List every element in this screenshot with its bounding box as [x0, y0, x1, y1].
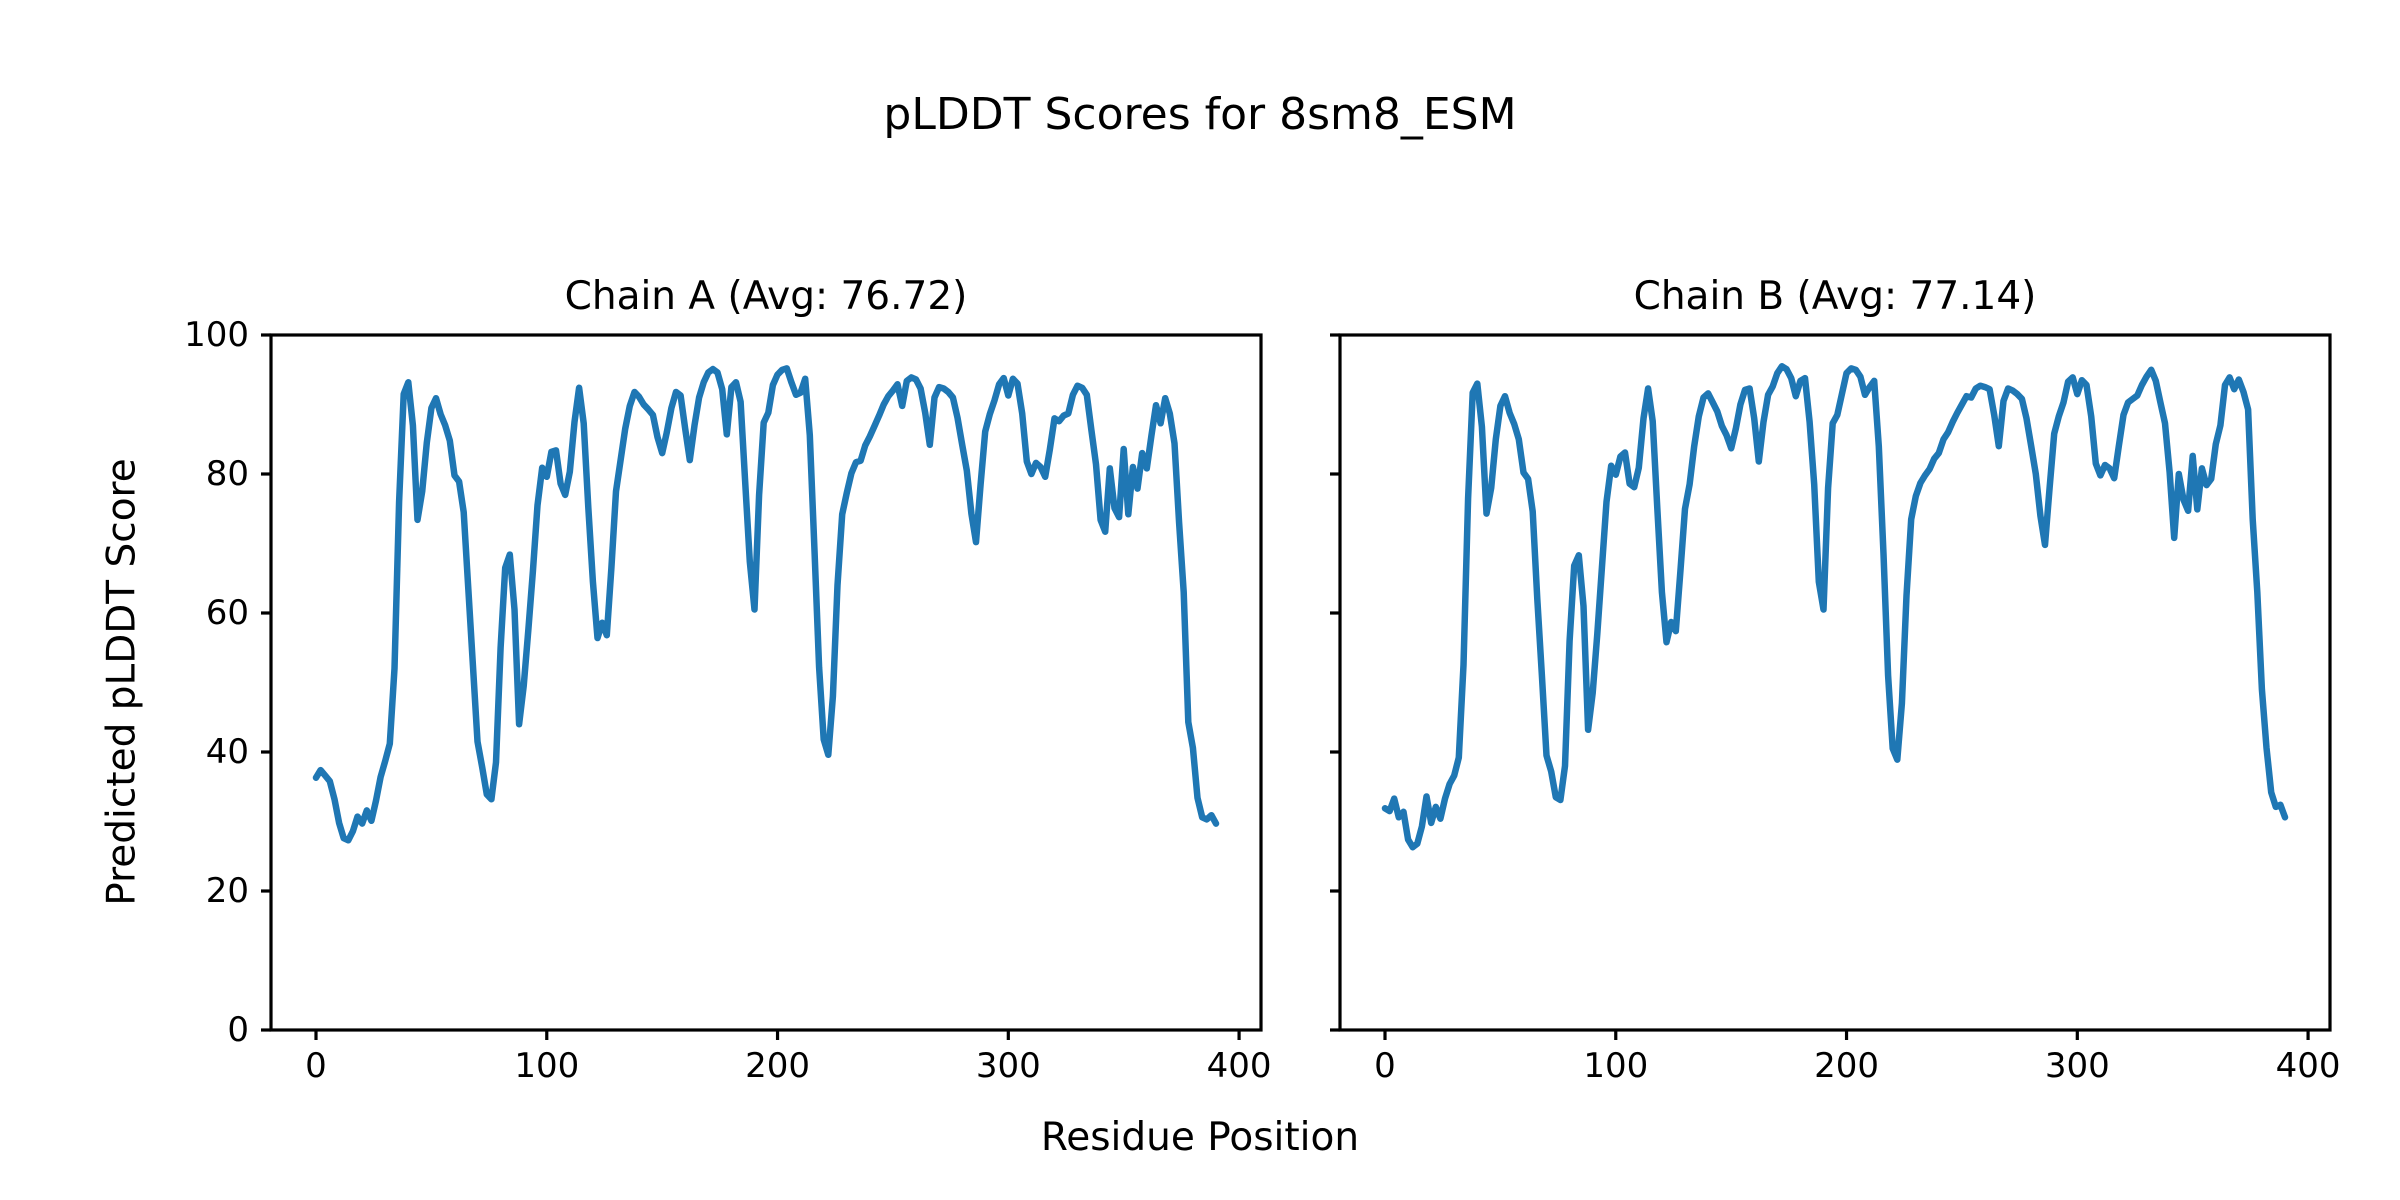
- x-tick-label: 0: [1374, 1046, 1396, 1086]
- x-tick-label: 400: [2276, 1046, 2341, 1086]
- x-tick-label: 200: [1814, 1046, 1879, 1086]
- x-tick-label: 200: [745, 1046, 810, 1086]
- y-tick-label: 80: [206, 454, 249, 494]
- y-tick-label: 0: [227, 1010, 249, 1050]
- subplot-title-chain-b: Chain B (Avg: 77.14): [1633, 274, 2037, 319]
- subplot-chain-a: Chain A (Avg: 76.72) 0 100 200 300 400 0 20 40 6…: [184, 277, 1271, 1086]
- y-axis-label: Predicted pLDDT Score: [99, 458, 145, 906]
- y-tick-label: 40: [206, 732, 249, 772]
- y-tick-label: 60: [206, 593, 249, 633]
- plddt-line-chain-b: [1381, 363, 2289, 851]
- y-tick-label: 100: [184, 315, 249, 355]
- axes-frame: [269, 333, 1263, 1032]
- axes-frame: [1338, 333, 2332, 1032]
- x-tick-label: 100: [514, 1046, 579, 1086]
- subplot-chain-b: Chain B (Avg: 77.14) 0 100 200 300 400: [1330, 277, 2341, 1086]
- chain-a-plot-svg: 0 100 200 300 400 0 20 40 60 80 100: [184, 315, 1271, 1086]
- plddt-line-chain-a: [312, 365, 1220, 844]
- figure-title: pLDDT Scores for 8sm8_ESM: [883, 89, 1517, 140]
- subplot-title-chain-a: Chain A (Avg: 76.72): [564, 274, 968, 319]
- x-tick-label: 0: [305, 1046, 327, 1086]
- x-tick-label: 400: [1207, 1046, 1272, 1086]
- x-tick-label: 300: [2045, 1046, 2110, 1086]
- x-tick-label: 300: [976, 1046, 1041, 1086]
- x-tick-label: 100: [1583, 1046, 1648, 1086]
- y-tick-label: 20: [206, 871, 249, 911]
- x-axis-label: Residue Position: [1040, 1115, 1360, 1160]
- chain-b-plot-svg: 0 100 200 300 400: [1330, 333, 2341, 1086]
